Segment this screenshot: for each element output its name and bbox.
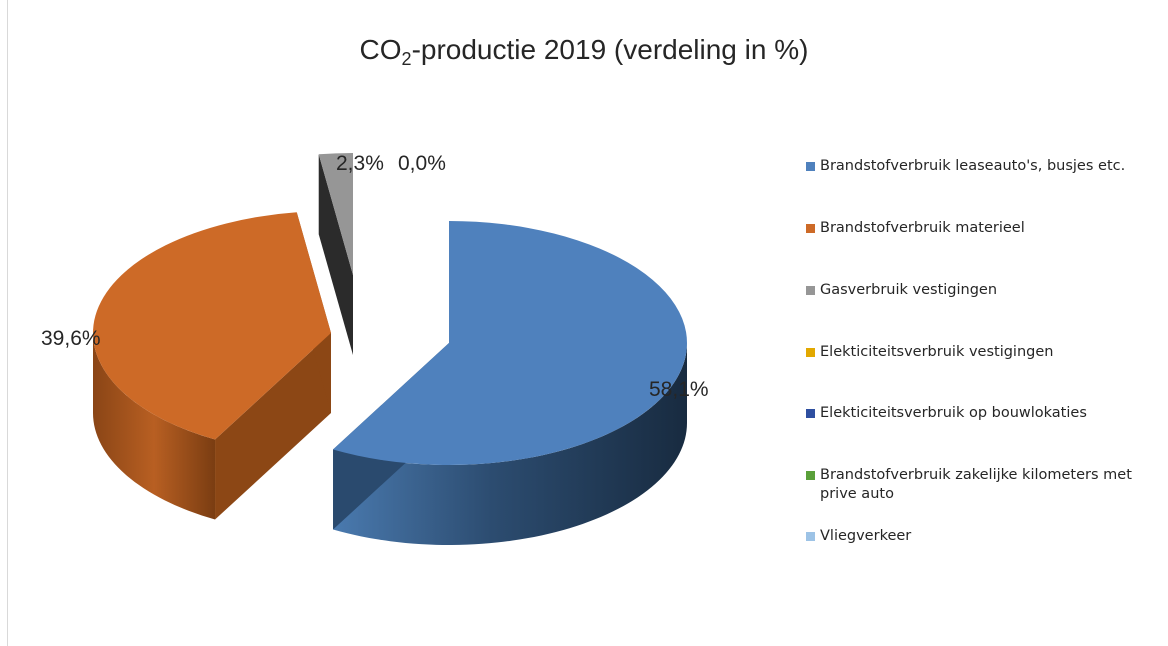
legend-swatch xyxy=(806,286,815,295)
data-label-3: 2,3% xyxy=(336,152,384,175)
legend-item-1: Brandstofverbruik leaseauto's, busjes et… xyxy=(806,157,1151,176)
legend-item-4: Elekticiteitsverbruik vestigingen xyxy=(806,343,1151,362)
legend-item-7: Vliegverkeer xyxy=(806,527,1151,546)
legend-swatch xyxy=(806,224,815,233)
legend-label: Gasverbruik vestigingen xyxy=(820,282,998,298)
pie-slice-3 xyxy=(318,153,353,355)
legend-swatch xyxy=(806,409,815,418)
pie-slice-2 xyxy=(93,212,332,520)
data-label-4: 0,0% xyxy=(398,152,446,175)
data-label-2: 39,6% xyxy=(41,327,101,350)
legend-swatch xyxy=(806,348,815,357)
legend-swatch xyxy=(806,471,815,480)
legend-label: Brandstofverbruik materieel xyxy=(820,220,1025,236)
legend-swatch xyxy=(806,532,815,541)
data-label-1: 58,1% xyxy=(649,378,709,401)
legend-item-3: Gasverbruik vestigingen xyxy=(806,281,1151,300)
legend-label: Elekticiteitsverbruik vestigingen xyxy=(820,344,1054,360)
legend-label: Vliegverkeer xyxy=(820,528,912,544)
chart-title: CO2-productie 2019 (verdeling in %) xyxy=(359,34,809,69)
legend-label: Brandstofverbruik leaseauto's, busjes et… xyxy=(820,158,1126,174)
legend-item-5: Elekticiteitsverbruik op bouwlokaties xyxy=(806,404,1151,423)
legend-item-6: Brandstofverbruik zakelijke kilometers m… xyxy=(806,466,1151,504)
legend-label: Brandstofverbruik zakelijke kilometers m… xyxy=(820,467,1132,502)
legend-label: Elekticiteitsverbruik op bouwlokaties xyxy=(820,405,1087,421)
pie-slice-1 xyxy=(333,221,687,545)
chart-frame xyxy=(7,0,1168,646)
legend-swatch xyxy=(806,162,815,171)
legend-item-2: Brandstofverbruik materieel xyxy=(806,219,1151,238)
